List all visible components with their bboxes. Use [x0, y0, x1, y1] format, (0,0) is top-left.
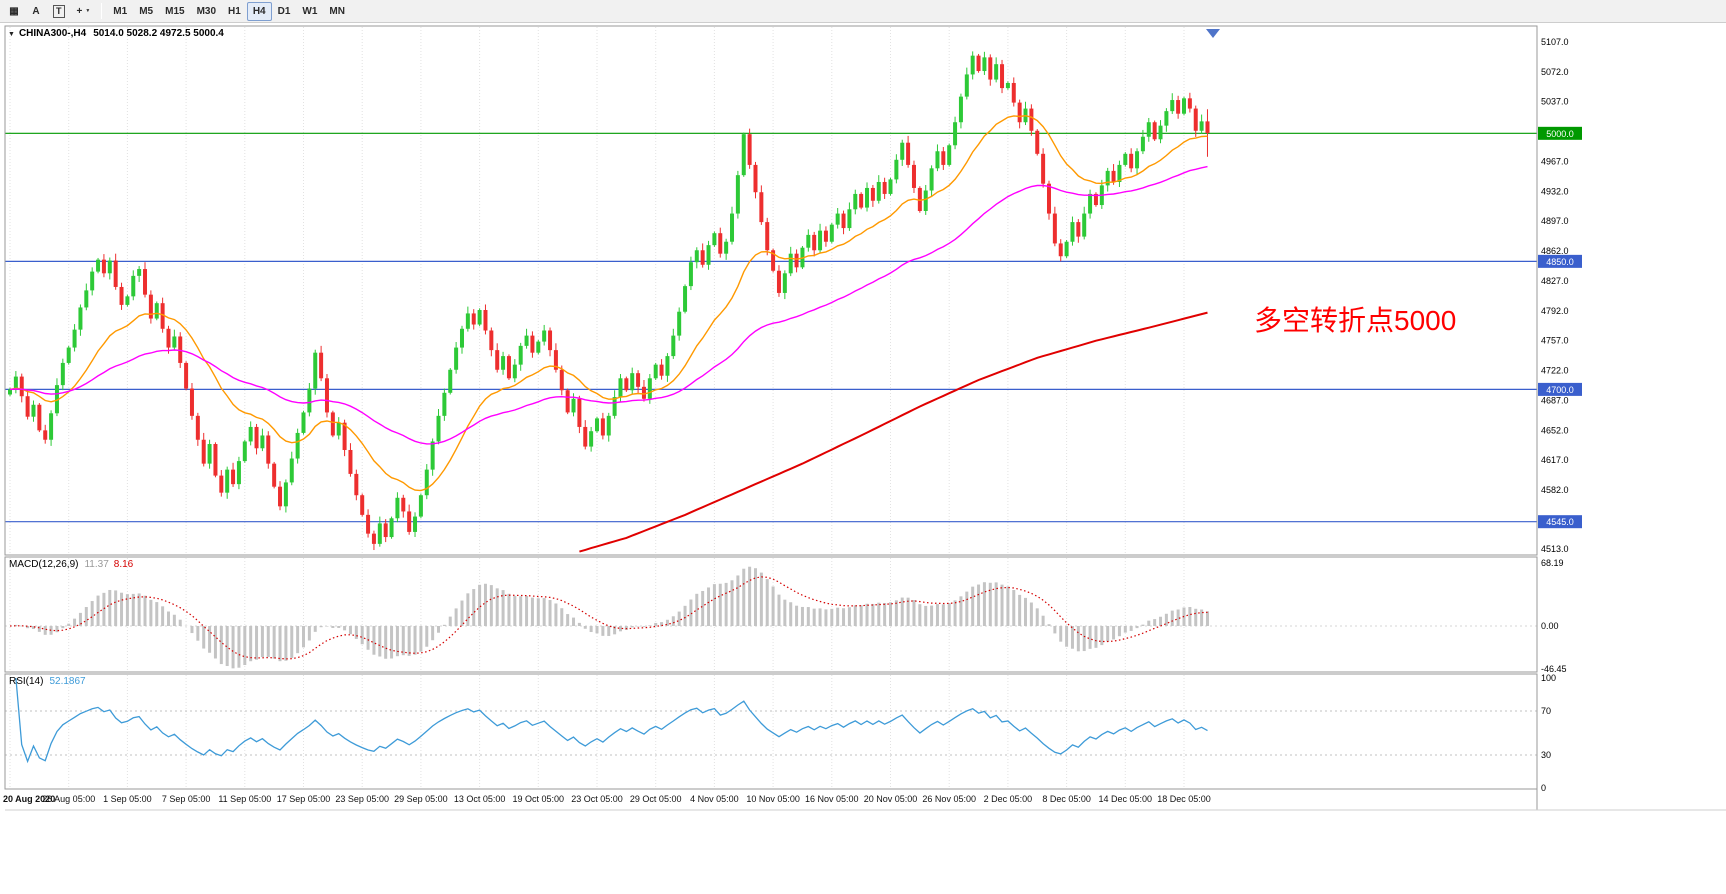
timeframe-mn-button[interactable]: MN: [329, 5, 345, 17]
svg-text:4897.0: 4897.0: [1541, 216, 1569, 226]
timeframe-m5-button[interactable]: M5: [139, 5, 154, 17]
svg-text:4850.0: 4850.0: [1546, 257, 1574, 267]
svg-text:4652.0: 4652.0: [1541, 425, 1569, 435]
dropdown-caret-icon: ▼: [85, 8, 91, 14]
macd-signal-value: 8.16: [113, 559, 134, 570]
svg-text:11 Sep 05:00: 11 Sep 05:00: [218, 794, 271, 804]
svg-text:26 Nov 05:00: 26 Nov 05:00: [922, 794, 976, 804]
svg-text:4827.0: 4827.0: [1541, 276, 1569, 286]
svg-text:5000.0: 5000.0: [1546, 129, 1574, 139]
svg-text:16 Nov 05:00: 16 Nov 05:00: [805, 794, 859, 804]
svg-text:20 Nov 05:00: 20 Nov 05:00: [864, 794, 918, 804]
svg-text:4687.0: 4687.0: [1541, 395, 1569, 405]
svg-text:4582.0: 4582.0: [1541, 485, 1569, 495]
chart-collapse-icon[interactable]: ▼: [8, 31, 15, 38]
svg-text:1 Sep 05:00: 1 Sep 05:00: [103, 794, 152, 804]
svg-text:7 Sep 05:00: 7 Sep 05:00: [162, 794, 211, 804]
timeframe-h4-button[interactable]: H4: [246, 1, 272, 21]
timeframe-d1-button[interactable]: D1: [277, 5, 291, 17]
svg-text:4967.0: 4967.0: [1541, 156, 1569, 166]
svg-text:5107.0: 5107.0: [1541, 37, 1569, 47]
svg-text:29 Oct 05:00: 29 Oct 05:00: [630, 794, 682, 804]
main-toolbar: ▦ A T + ▼ M1 M5 M15 M30 H1 H4 D1 W1 MN: [0, 0, 1726, 23]
svg-text:4 Nov 05:00: 4 Nov 05:00: [690, 794, 739, 804]
ma-medium: [9, 165, 1208, 445]
timeframe-m1-button[interactable]: M1: [113, 5, 128, 17]
svg-text:70: 70: [1541, 706, 1551, 716]
price-axis: 5107.0 5072.0 5037.0 4967.0 4932.0 4897.0 4862…: [1541, 37, 1569, 793]
svg-text:0.00: 0.00: [1541, 621, 1559, 631]
rsi-value: 52.1867: [49, 676, 86, 687]
rsi-indicator-label: RSI(14) 52.1867: [9, 676, 86, 687]
svg-text:4617.0: 4617.0: [1541, 455, 1569, 465]
macd-indicator-label: MACD(12,26,9) 11.37 8.16: [9, 559, 133, 570]
svg-text:0: 0: [1541, 783, 1546, 793]
chart-title: ▼ CHINA300-,H4 5014.0 5028.2 4972.5 5000.4: [8, 28, 224, 39]
svg-text:4792.0: 4792.0: [1541, 306, 1569, 316]
svg-text:30: 30: [1541, 750, 1551, 760]
timeframe-w1-button[interactable]: W1: [302, 5, 318, 17]
chart-grid-icon[interactable]: ▦: [9, 5, 19, 17]
svg-text:4757.0: 4757.0: [1541, 336, 1569, 346]
ma-fast: [9, 114, 1208, 492]
ma-slow: [579, 311, 1208, 553]
svg-text:8 Dec 05:00: 8 Dec 05:00: [1042, 794, 1091, 804]
ohlc-values: 5014.0 5028.2 4972.5 5000.4: [93, 28, 224, 39]
svg-text:26 Aug 05:00: 26 Aug 05:00: [42, 794, 95, 804]
macd-name: MACD(12,26,9): [9, 559, 79, 570]
svg-text:4722.0: 4722.0: [1541, 366, 1569, 376]
svg-text:29 Sep 05:00: 29 Sep 05:00: [394, 794, 448, 804]
macd-histogram: [14, 566, 1209, 669]
chart-shift-marker-icon[interactable]: [1206, 29, 1220, 38]
tools-group: ▦ A T + ▼: [3, 2, 96, 21]
macd-hist-value: 11.37: [84, 559, 109, 570]
text-label-icon[interactable]: A: [32, 5, 40, 17]
svg-text:4545.0: 4545.0: [1546, 517, 1574, 527]
svg-text:4862.0: 4862.0: [1541, 246, 1569, 256]
svg-text:19 Oct 05:00: 19 Oct 05:00: [513, 794, 565, 804]
svg-text:5037.0: 5037.0: [1541, 97, 1569, 107]
rsi-line: [15, 677, 1208, 764]
svg-text:100: 100: [1541, 673, 1556, 683]
svg-text:20 Aug 2020: 20 Aug 2020: [3, 794, 55, 804]
price-annotation: 多空转折点5000: [1254, 305, 1457, 336]
price-tags: 5000.0 4850.0 4700.0 4545.0: [1538, 126, 1582, 529]
svg-text:23 Sep 05:00: 23 Sep 05:00: [335, 794, 389, 804]
timeframe-m30-button[interactable]: M30: [196, 5, 217, 17]
horizontal-price-lines[interactable]: [5, 132, 1537, 523]
svg-text:14 Dec 05:00: 14 Dec 05:00: [1099, 794, 1153, 804]
svg-text:18 Dec 05:00: 18 Dec 05:00: [1157, 794, 1211, 804]
timeframes-group: M1 M5 M15 M30 H1 H4 D1 W1 MN: [107, 1, 351, 21]
rsi-name: RSI(14): [9, 676, 44, 687]
svg-text:10 Nov 05:00: 10 Nov 05:00: [746, 794, 800, 804]
symbol-timeframe-label: CHINA300-,H4: [18, 28, 87, 39]
svg-text:13 Oct 05:00: 13 Oct 05:00: [454, 794, 506, 804]
text-box-icon[interactable]: T: [47, 2, 71, 21]
svg-text:17 Sep 05:00: 17 Sep 05:00: [277, 794, 331, 804]
svg-text:23 Oct 05:00: 23 Oct 05:00: [571, 794, 623, 804]
svg-text:-46.45: -46.45: [1541, 664, 1567, 674]
crosshair-tool-icon[interactable]: + ▼: [76, 5, 91, 17]
svg-text:4700.0: 4700.0: [1546, 385, 1574, 395]
candles-layer: [8, 51, 1210, 551]
timeframe-m15-button[interactable]: M15: [165, 5, 185, 17]
svg-text:5072.0: 5072.0: [1541, 67, 1569, 77]
svg-text:4932.0: 4932.0: [1541, 186, 1569, 196]
svg-text:2 Dec 05:00: 2 Dec 05:00: [984, 794, 1033, 804]
toolbar-separator: [101, 3, 103, 19]
timeframe-h1-button[interactable]: H1: [228, 5, 241, 17]
svg-text:68.19: 68.19: [1541, 558, 1564, 568]
svg-text:4513.0: 4513.0: [1541, 544, 1569, 554]
